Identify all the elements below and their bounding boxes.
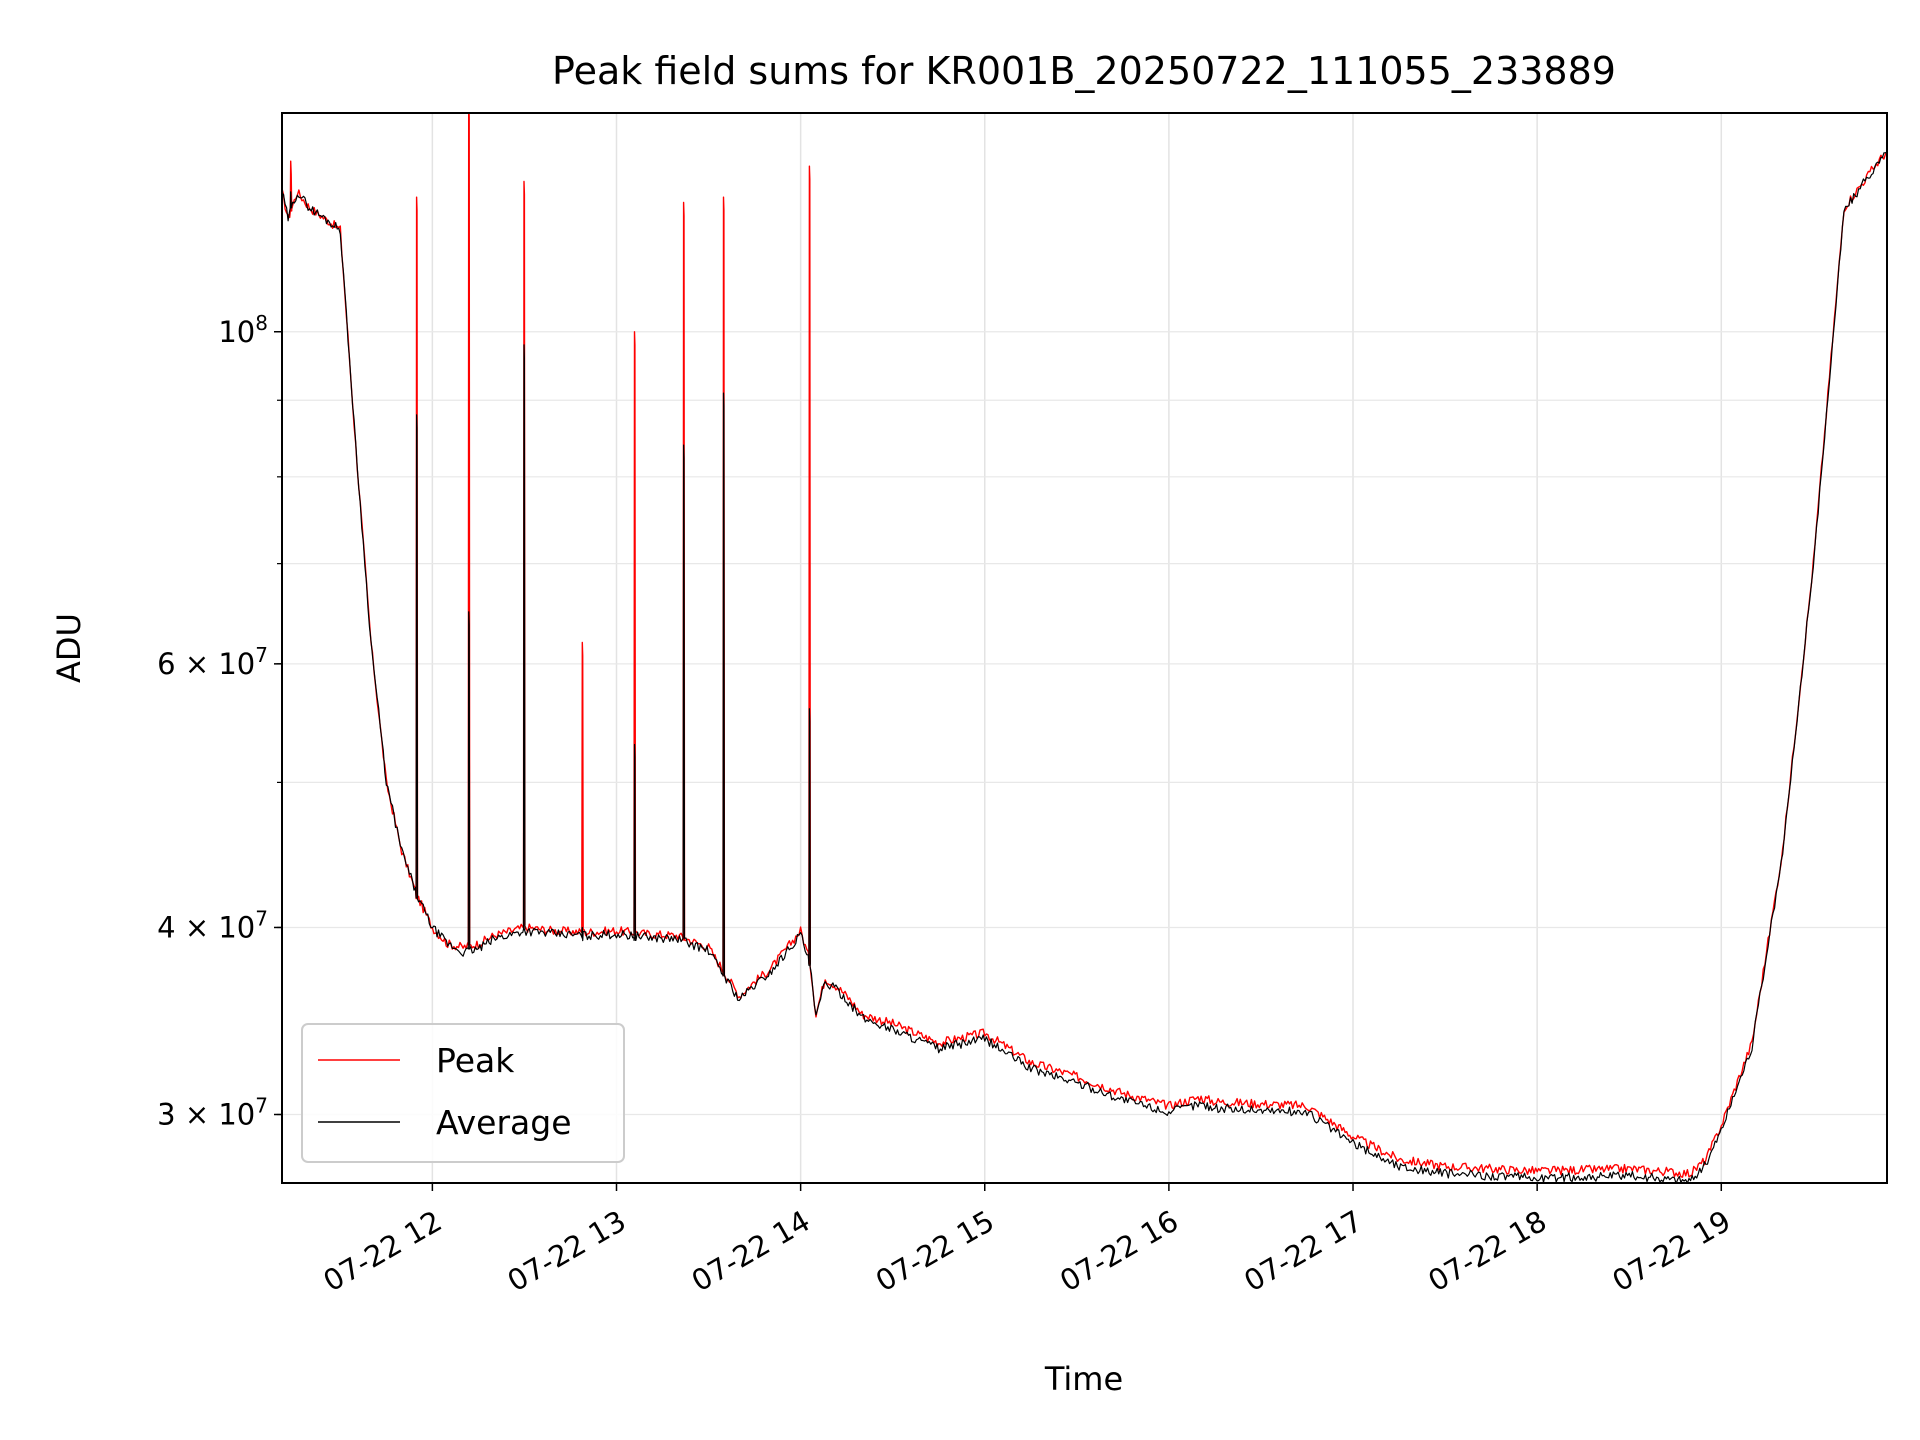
series-line-average xyxy=(282,151,1887,1183)
legend-box xyxy=(301,1023,625,1163)
legend-peak-label: Peak xyxy=(436,1041,515,1080)
legend: Peak Average xyxy=(301,1023,625,1163)
legend-average-label: Average xyxy=(436,1103,572,1142)
y-axis: 108 6 × 107 4 × 107 3 × 107 xyxy=(157,311,282,1132)
y-tick-label: 108 xyxy=(218,311,268,349)
y-tick-label: 4 × 107 xyxy=(157,906,268,944)
x-axis-title: Time xyxy=(1044,1360,1123,1398)
y-tick-label: 3 × 107 xyxy=(157,1094,268,1132)
chart-title: Peak field sums for KR001B_20250722_1110… xyxy=(552,49,1616,93)
y-axis-title: ADU xyxy=(50,613,88,683)
y-tick-label: 6 × 107 xyxy=(157,643,268,681)
plot-frame xyxy=(281,112,1888,1184)
plot-lines xyxy=(282,113,1887,1183)
